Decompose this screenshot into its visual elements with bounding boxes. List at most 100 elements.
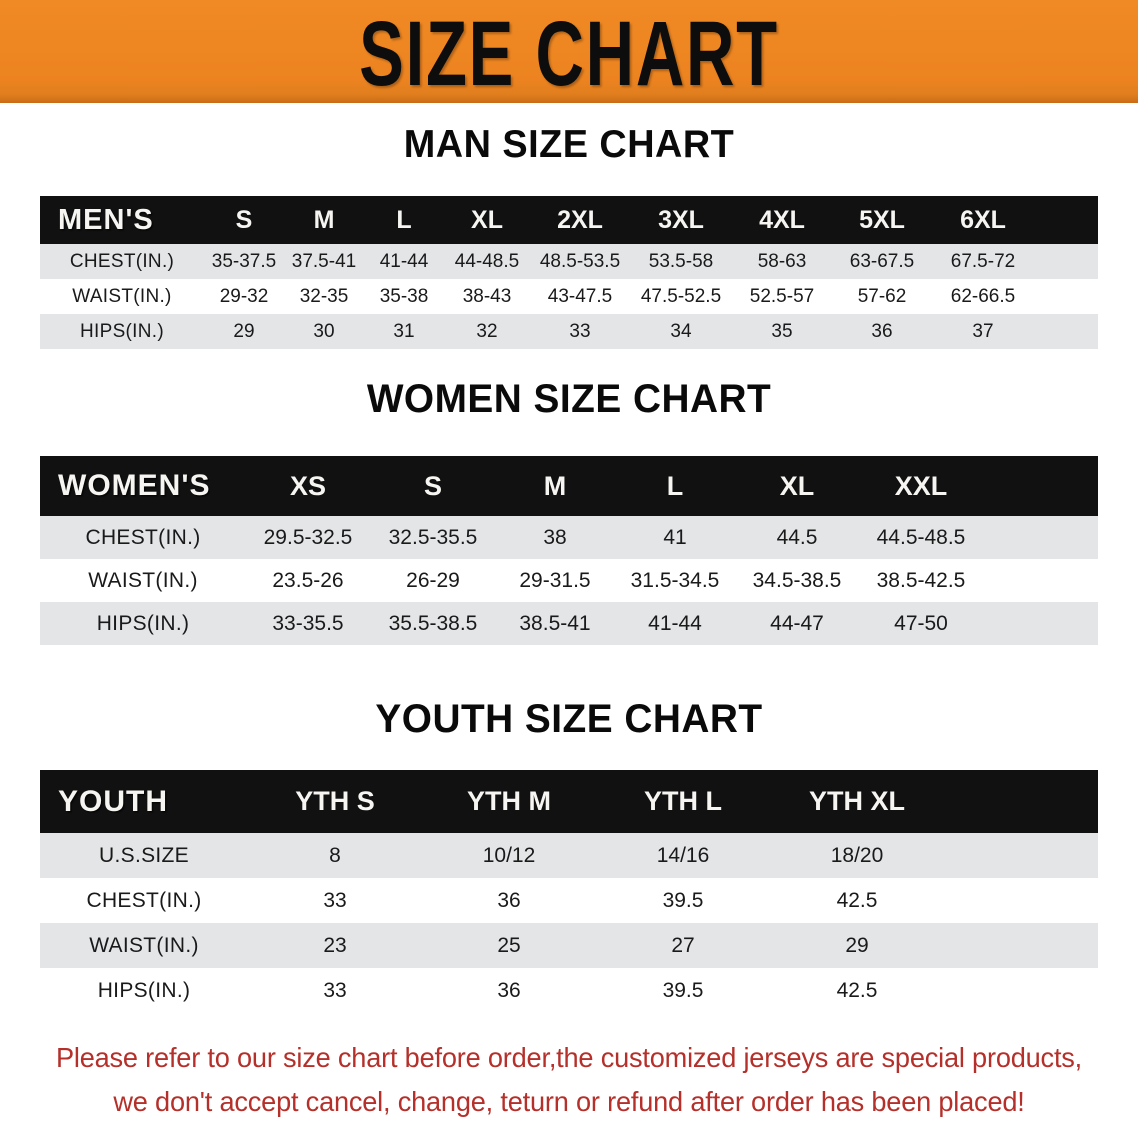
women-cell: 23.5-26 <box>246 559 370 602</box>
men-size-header: XL <box>444 196 530 244</box>
page-title: SIZE CHART <box>359 0 779 103</box>
table-row: CHEST(IN.) 35-37.5 37.5-41 41-44 44-48.5 48.5… <box>40 244 1098 279</box>
youth-header-label: YOUTH <box>40 770 248 833</box>
women-cell: 44-47 <box>736 602 858 645</box>
youth-size-header: YTH S <box>248 770 422 833</box>
youth-cell: 23 <box>248 923 422 968</box>
table-row: WAIST(IN.) 23 25 27 29 <box>40 923 1098 968</box>
youth-size-header: YTH M <box>422 770 596 833</box>
women-size-header: XL <box>736 456 858 516</box>
page-banner: SIZE CHART <box>0 0 1138 103</box>
men-cell: 48.5-53.5 <box>530 244 630 279</box>
men-size-header: 3XL <box>630 196 732 244</box>
women-header-label: WOMEN'S <box>40 456 246 516</box>
youth-size-header: YTH L <box>596 770 770 833</box>
man-section-title: MAN SIZE CHART <box>403 123 735 166</box>
disclaimer-line-2: we don't accept cancel, change, teturn o… <box>113 1086 1025 1117</box>
youth-header-row: YOUTH YTH S YTH M YTH L YTH XL <box>40 770 1098 833</box>
youth-cell: 33 <box>248 968 422 1013</box>
men-cell: 30 <box>284 314 364 349</box>
women-size-header: XXL <box>858 456 984 516</box>
youth-section-title: YOUTH SIZE CHART <box>375 697 763 741</box>
men-size-header: M <box>284 196 364 244</box>
men-cell: 67.5-72 <box>932 244 1034 279</box>
table-row: WAIST(IN.) 29-32 32-35 35-38 38-43 43-47.5 47.… <box>40 279 1098 314</box>
men-cell: 37 <box>932 314 1034 349</box>
table-row: WAIST(IN.) 23.5-26 26-29 29-31.5 31.5-34.5 34… <box>40 559 1098 602</box>
youth-cell: 39.5 <box>596 968 770 1013</box>
men-size-header: 2XL <box>530 196 630 244</box>
men-cell: 34 <box>630 314 732 349</box>
women-row-label: CHEST(IN.) <box>40 516 246 559</box>
youth-header-spacer <box>944 770 1098 833</box>
youth-cell: 39.5 <box>596 878 770 923</box>
youth-cell: 14/16 <box>596 833 770 878</box>
youth-cell: 36 <box>422 878 596 923</box>
men-row-label: CHEST(IN.) <box>40 244 204 279</box>
table-row: U.S.SIZE 8 10/12 14/16 18/20 <box>40 833 1098 878</box>
youth-cell: 33 <box>248 878 422 923</box>
men-header-label: MEN'S <box>40 196 204 244</box>
men-cell: 62-66.5 <box>932 279 1034 314</box>
women-size-header: XS <box>246 456 370 516</box>
women-cell: 26-29 <box>370 559 496 602</box>
men-row-label: HIPS(IN.) <box>40 314 204 349</box>
youth-cell: 29 <box>770 923 944 968</box>
men-cell: 31 <box>364 314 444 349</box>
men-cell: 47.5-52.5 <box>630 279 732 314</box>
youth-size-header: YTH XL <box>770 770 944 833</box>
women-row-label: HIPS(IN.) <box>40 602 246 645</box>
men-cell: 58-63 <box>732 244 832 279</box>
men-cell: 35 <box>732 314 832 349</box>
youth-cell: 36 <box>422 968 596 1013</box>
youth-size-table: YOUTH YTH S YTH M YTH L YTH XL U.S.SIZE 8 10/12… <box>40 770 1098 1013</box>
women-cell: 44.5-48.5 <box>858 516 984 559</box>
men-cell: 57-62 <box>832 279 932 314</box>
women-cell-spacer <box>984 559 1098 602</box>
table-row: HIPS(IN.) 29 30 31 32 33 34 35 36 37 <box>40 314 1098 349</box>
men-cell: 38-43 <box>444 279 530 314</box>
men-cell-spacer <box>1034 314 1098 349</box>
women-cell: 38.5-42.5 <box>858 559 984 602</box>
women-size-header: L <box>614 456 736 516</box>
women-cell: 38.5-41 <box>496 602 614 645</box>
men-size-table: MEN'S S M L XL 2XL 3XL 4XL 5XL 6XL CHEST(IN.) 35-37… <box>40 196 1098 349</box>
men-size-header: 6XL <box>932 196 1034 244</box>
youth-cell-spacer <box>944 923 1098 968</box>
men-cell: 32-35 <box>284 279 364 314</box>
table-row: HIPS(IN.) 33 36 39.5 42.5 <box>40 968 1098 1013</box>
women-cell-spacer <box>984 602 1098 645</box>
men-cell: 29-32 <box>204 279 284 314</box>
youth-cell-spacer <box>944 968 1098 1013</box>
men-cell: 52.5-57 <box>732 279 832 314</box>
men-cell: 53.5-58 <box>630 244 732 279</box>
youth-cell-spacer <box>944 833 1098 878</box>
order-policy-disclaimer: Please refer to our size chart before or… <box>17 1036 1121 1124</box>
women-cell: 32.5-35.5 <box>370 516 496 559</box>
youth-cell-spacer <box>944 878 1098 923</box>
women-cell: 41-44 <box>614 602 736 645</box>
youth-cell: 27 <box>596 923 770 968</box>
women-size-table: WOMEN'S XS S M L XL XXL CHEST(IN.) 29.5-32.5 32.5… <box>40 456 1098 645</box>
men-header-spacer <box>1034 196 1098 244</box>
women-header-row: WOMEN'S XS S M L XL XXL <box>40 456 1098 516</box>
men-size-header: S <box>204 196 284 244</box>
women-cell: 33-35.5 <box>246 602 370 645</box>
youth-row-label: WAIST(IN.) <box>40 923 248 968</box>
disclaimer-line-1: Please refer to our size chart before or… <box>55 1042 1083 1073</box>
men-size-header: 4XL <box>732 196 832 244</box>
men-cell: 43-47.5 <box>530 279 630 314</box>
men-cell: 41-44 <box>364 244 444 279</box>
table-row: CHEST(IN.) 33 36 39.5 42.5 <box>40 878 1098 923</box>
women-section-title: WOMEN SIZE CHART <box>366 377 772 421</box>
youth-cell: 18/20 <box>770 833 944 878</box>
women-table-body: WOMEN'S XS S M L XL XXL CHEST(IN.) 29.5-32.5 32.5… <box>40 456 1098 645</box>
women-row-label: WAIST(IN.) <box>40 559 246 602</box>
men-cell: 63-67.5 <box>832 244 932 279</box>
women-cell: 29.5-32.5 <box>246 516 370 559</box>
youth-cell: 42.5 <box>770 878 944 923</box>
women-cell: 35.5-38.5 <box>370 602 496 645</box>
men-cell-spacer <box>1034 279 1098 314</box>
women-header-spacer <box>984 456 1098 516</box>
women-size-header: M <box>496 456 614 516</box>
